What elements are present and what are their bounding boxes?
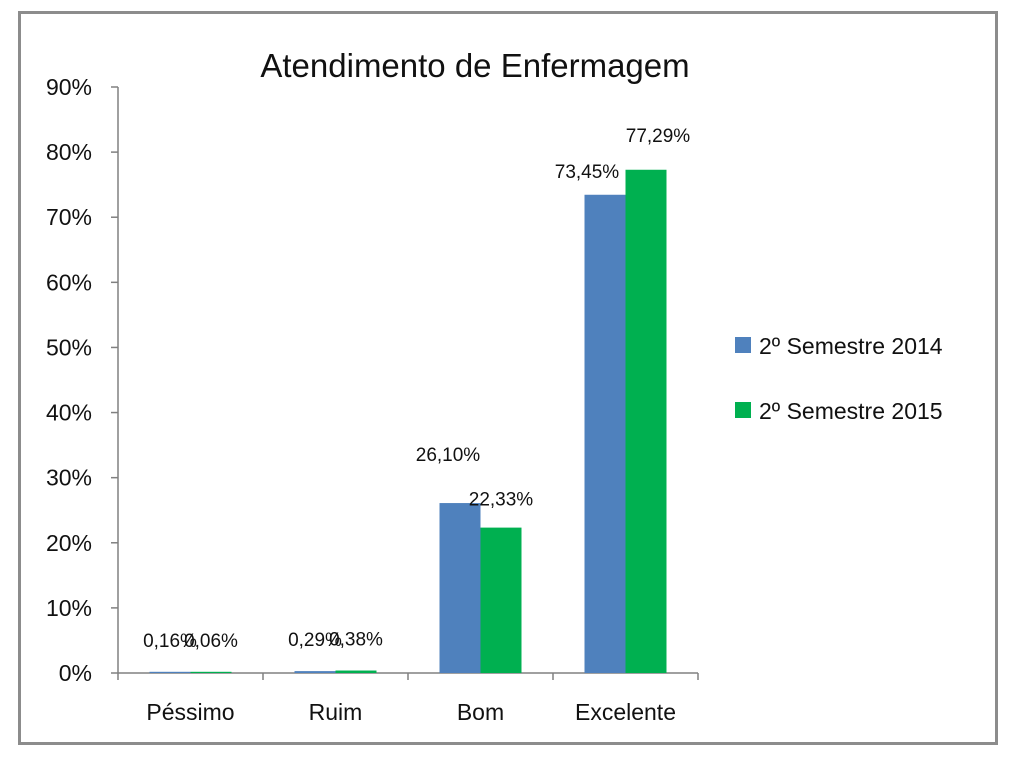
data-label: 0,16% (143, 631, 197, 652)
y-tick-label: 70% (46, 204, 92, 230)
bar-2014 (149, 671, 191, 673)
data-label: 73,45% (555, 162, 620, 183)
data-label: 26,10% (416, 445, 481, 466)
data-labels: 0,16% 0,29% 26,10% 73,45% 0,06% 0,38% 22,33% 77… (143, 126, 690, 652)
y-tick-label: 10% (46, 595, 92, 621)
data-label: 22,33% (469, 490, 534, 511)
x-tick-label: Bom (457, 699, 504, 725)
legend-label: 2º Semestre 2014 (759, 333, 943, 359)
bar-2015 (335, 670, 377, 673)
legend-swatch (735, 337, 751, 353)
bar-2014 (584, 194, 626, 673)
x-tick-label: Péssimo (146, 699, 234, 725)
x-tick-label: Ruim (309, 699, 363, 725)
bar-2015 (480, 527, 522, 673)
data-label: 0,29% (288, 630, 342, 651)
legend-label: 2º Semestre 2015 (759, 398, 943, 424)
data-label: 0,06% (184, 631, 238, 652)
chart-title: Atendimento de Enfermagem (260, 47, 689, 84)
bar-2014 (439, 503, 481, 673)
bar-2015 (190, 671, 232, 673)
x-tick-label: Excelente (575, 699, 676, 725)
y-tick-label: 50% (46, 334, 92, 360)
bar-2014 (294, 671, 336, 673)
y-tick-label: 20% (46, 530, 92, 556)
y-tick-label: 30% (46, 465, 92, 491)
bars (149, 169, 667, 673)
y-tick-label: 80% (46, 139, 92, 165)
y-tick-label: 0% (59, 660, 92, 686)
data-label: 77,29% (626, 126, 691, 147)
axes: 0% 10% 20% 30% 40% 50% 60% 70% 80% 90% Péssimo Ruim… (46, 74, 699, 725)
legend-swatch (735, 402, 751, 418)
bar-2015 (625, 169, 667, 673)
y-tick-label: 60% (46, 269, 92, 295)
y-tick-label: 40% (46, 400, 92, 426)
legend: 2º Semestre 2014 2º Semestre 2015 (735, 333, 943, 424)
data-label: 0,38% (329, 630, 383, 651)
y-tick-label: 90% (46, 74, 92, 100)
